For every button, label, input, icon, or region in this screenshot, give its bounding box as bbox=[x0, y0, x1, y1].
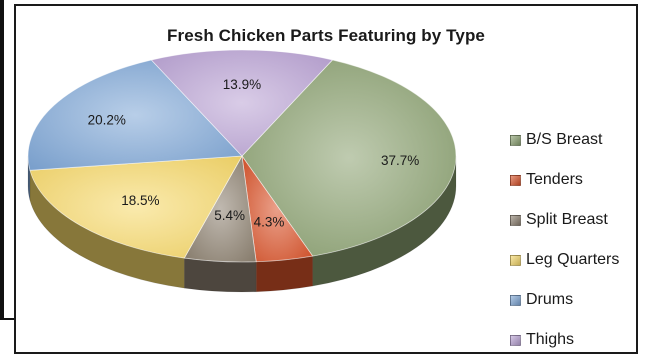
legend-label-leg-quarters: Leg Quarters bbox=[526, 251, 620, 268]
legend-label-b-s-breast: B/S Breast bbox=[526, 131, 603, 148]
legend-swatch-drums bbox=[510, 294, 521, 306]
legend-item-leg-quarters: Leg Quarters bbox=[510, 240, 619, 280]
legend-label-split-breast: Split Breast bbox=[526, 211, 608, 228]
chart-legend: B/S Breast Tenders Split Breast Leg Quarter… bbox=[510, 120, 619, 360]
legend-label-thighs: Thighs bbox=[526, 331, 575, 348]
slice-label-leg-quarters: 18.5% bbox=[121, 193, 159, 208]
legend-swatch-split-breast bbox=[510, 214, 521, 226]
legend-label-drums: Drums bbox=[526, 291, 574, 308]
legend-swatch-b-s-breast bbox=[510, 134, 521, 146]
slice-label-b-s-breast: 37.7% bbox=[381, 153, 419, 168]
left-border-rule bbox=[0, 0, 4, 320]
legend-swatch-tenders bbox=[510, 174, 521, 186]
slice-label-tenders: 4.3% bbox=[254, 214, 285, 229]
legend-item-thighs: Thighs bbox=[510, 320, 619, 360]
pie-slice-leg-quarters bbox=[29, 155, 243, 259]
pie-slice-thighs bbox=[150, 49, 334, 157]
pie-side-split-breast bbox=[184, 257, 257, 293]
bottom-border-stub bbox=[0, 318, 14, 320]
pie-chart: 37.7% 4.3% 5.4% 18.5% 20.2% 13.9% bbox=[27, 49, 457, 293]
pie-slice-drums bbox=[27, 59, 243, 171]
legend-item-tenders: Tenders bbox=[510, 160, 619, 200]
legend-item-drums: Drums bbox=[510, 280, 619, 320]
slice-label-split-breast: 5.4% bbox=[214, 208, 245, 223]
legend-swatch-leg-quarters bbox=[510, 254, 521, 266]
legend-item-split-breast: Split Breast bbox=[510, 200, 619, 240]
legend-item-b-s-breast: B/S Breast bbox=[510, 120, 619, 160]
slice-label-drums: 20.2% bbox=[88, 112, 126, 127]
legend-label-tenders: Tenders bbox=[526, 171, 583, 188]
pie-slice-b-s-breast bbox=[241, 59, 457, 257]
chart-title: Fresh Chicken Parts Featuring by Type bbox=[167, 26, 485, 45]
slice-label-thighs: 13.9% bbox=[223, 77, 261, 92]
chart-frame: Fresh Chicken Parts Featuring by Type 37… bbox=[14, 4, 638, 354]
legend-swatch-thighs bbox=[510, 334, 521, 346]
